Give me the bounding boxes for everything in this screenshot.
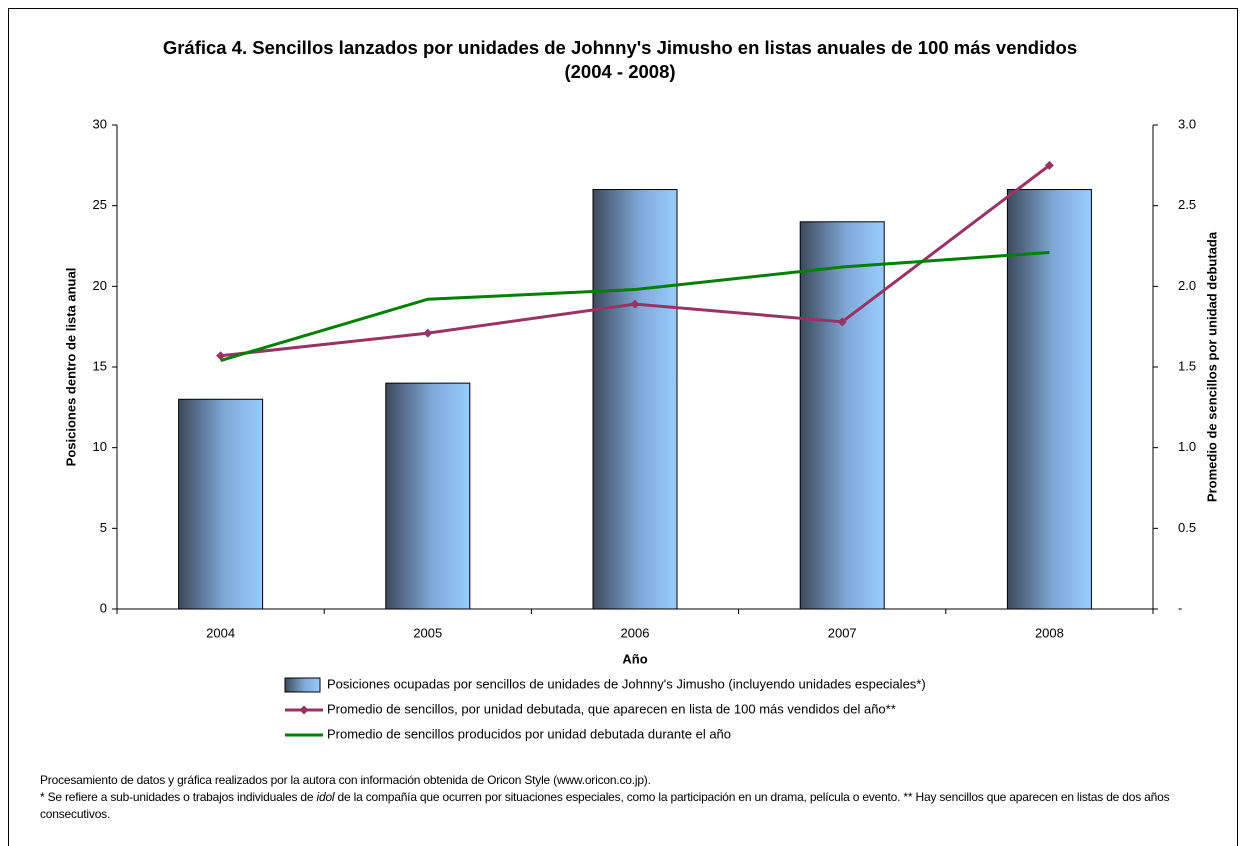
bar: [799, 221, 885, 610]
y-tick-label: 30: [93, 116, 107, 131]
y2-tick-label: 3.0: [1178, 116, 1196, 131]
chart-title: Gráfica 4. Sencillos lanzados por unidad…: [162, 37, 1078, 82]
note-text: de la compañía que ocurren por situacion…: [40, 790, 1170, 821]
source-note: Procesamiento de datos y gráfica realiza…: [40, 773, 651, 787]
y2-tick-label: 0.5: [1178, 520, 1196, 535]
y2-tick-label: 2.0: [1178, 278, 1196, 293]
bar: [1006, 189, 1092, 610]
y-tick-label: 20: [93, 278, 107, 293]
y2-tick-label: -: [1178, 600, 1182, 615]
y-tick-label: 0: [100, 600, 107, 615]
y2-tick-label: 1.5: [1178, 358, 1196, 373]
bar: [592, 189, 678, 610]
marker: [1044, 160, 1054, 170]
y-axis-label: Posiciones dentro de lista anual: [63, 268, 78, 467]
x-tick-label: 2005: [413, 625, 442, 640]
note-text: * Se refiere a sub-unidades o trabajos i…: [40, 790, 317, 804]
footnotes: Procesamiento de datos y gráfica realiza…: [40, 772, 1230, 823]
marker: [423, 328, 433, 338]
x-tick-label: 2007: [828, 625, 857, 640]
legend-swatch: [284, 677, 321, 693]
y-tick-label: 25: [93, 197, 107, 212]
x-axis-label: Año: [622, 651, 647, 666]
note-italic: idol: [316, 790, 335, 804]
y2-tick-label: 2.5: [1178, 197, 1196, 212]
x-tick-label: 2004: [206, 625, 235, 640]
marker: [837, 317, 847, 327]
x-tick-label: 2006: [621, 625, 650, 640]
y-tick-label: 15: [93, 358, 107, 373]
x-tick-label: 2008: [1035, 625, 1064, 640]
y2-tick-label: 1.0: [1178, 439, 1196, 454]
y2-axis-label: Promedio de sencillos por unidad debutad…: [1204, 231, 1219, 502]
line: [220, 250, 1050, 362]
bar: [178, 398, 264, 610]
marker: [216, 351, 226, 361]
y-tick-label: 5: [100, 520, 107, 535]
bar: [385, 382, 471, 610]
y-tick-label: 10: [93, 439, 107, 454]
legend-label: Posiciones ocupadas por sencillos de uni…: [327, 676, 926, 691]
marker: [630, 299, 640, 309]
frame: [8, 8, 1238, 846]
marker: [299, 705, 309, 715]
legend-label: Promedio de sencillos producidos por uni…: [327, 726, 731, 741]
note: * Se refiere a sub-unidades o trabajos i…: [40, 789, 1230, 823]
legend-label: Promedio de sencillos, por unidad debuta…: [327, 701, 896, 716]
